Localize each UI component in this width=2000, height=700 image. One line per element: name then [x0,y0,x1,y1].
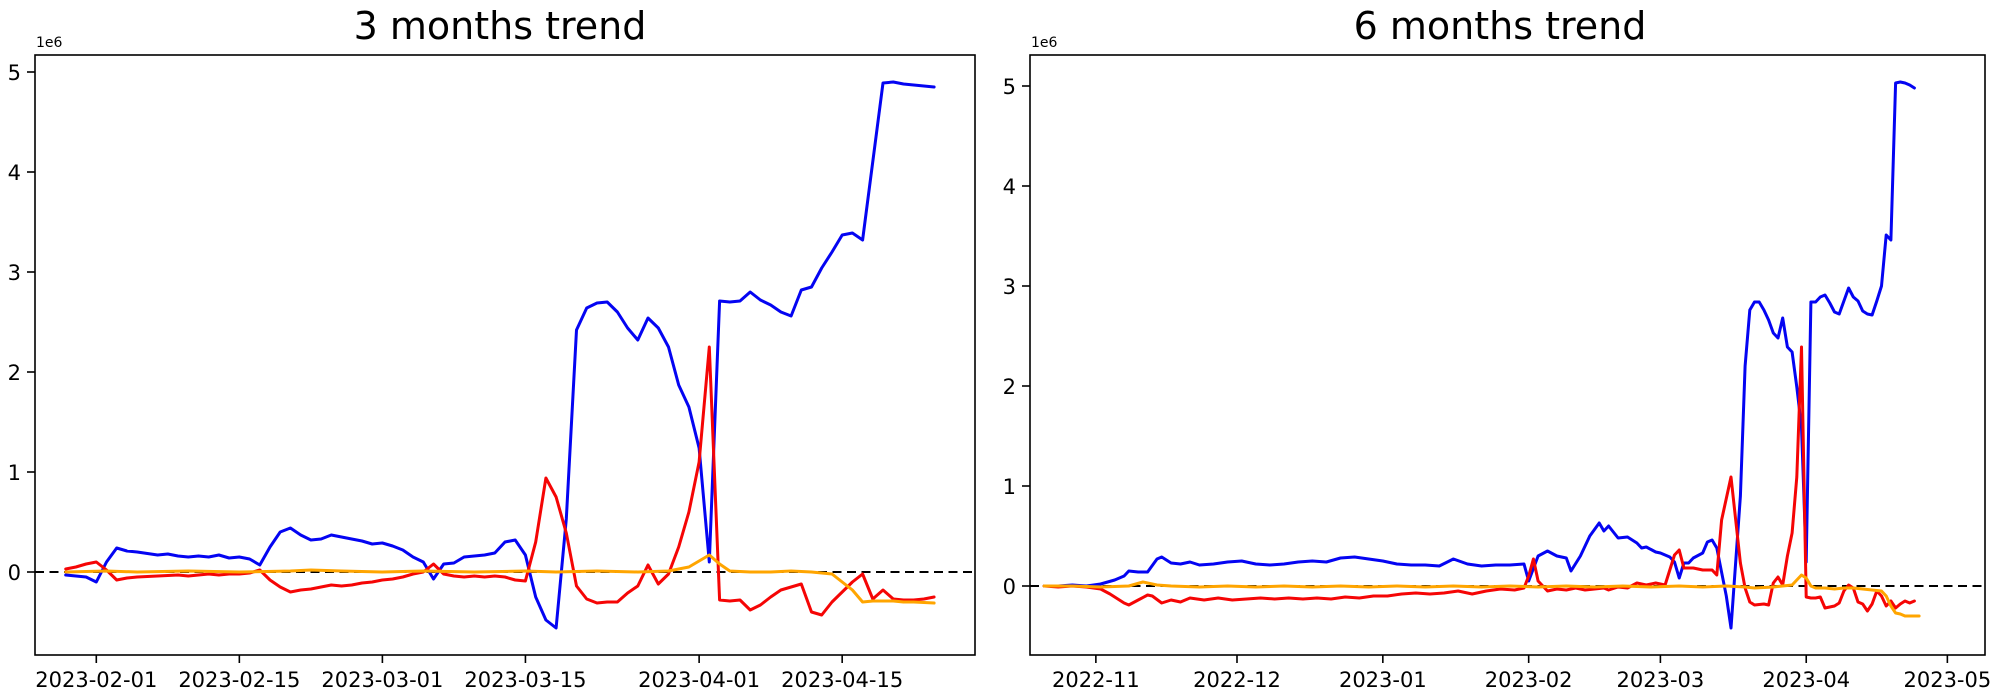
y-tick-label: 1 [8,461,21,485]
y-tick-label: 4 [1003,175,1016,199]
x-axis: 2022-11 2022-12 2023-01 2023-02 2023-03 2023-… [1052,655,1991,692]
series-blue-line [1042,80,1916,630]
series-blue-line [64,80,936,630]
x-tick-label: 2023-02-15 [178,668,300,692]
y-tick-label: 0 [1003,575,1016,599]
chart-3-months-trend: 3 months trend 2023-02-01 2023-02-15 2023-… [8,4,976,692]
x-tick-label: 2023-03-15 [464,668,586,692]
axes-box [1029,54,1986,656]
y-tick-label: 5 [8,61,21,85]
y-axis-offset-label: 1e6 [36,35,63,51]
axes-box [34,54,976,656]
series-red-line [64,345,936,617]
x-tick-label: 2023-02-01 [35,668,157,692]
right-chart-canvas: 2022-11 2022-12 2023-01 2023-02 2023-03 2023-… [1003,35,1992,692]
y-tick-label: 3 [8,261,21,285]
y-tick-label: 4 [8,161,21,185]
y-tick-label: 2 [8,361,21,385]
x-tick-label: 2022-11 [1052,668,1140,692]
x-axis: 2023-02-01 2023-02-15 2023-03-01 2023-03-15… [35,655,903,692]
y-axis-offset-label: 1e6 [1031,35,1058,51]
y-axis: 0 1 2 3 4 5 [8,61,35,585]
x-tick-label: 2023-05 [1903,668,1991,692]
x-tick-label: 2023-04-15 [781,668,903,692]
x-tick-label: 2023-02 [1485,668,1573,692]
left-chart-title: 3 months trend [353,4,647,48]
x-tick-label: 2023-03 [1617,668,1705,692]
right-chart-title: 6 months trend [1353,4,1647,48]
left-chart-canvas: 2023-02-01 2023-02-15 2023-03-01 2023-03-15… [8,35,976,692]
chart-6-months-trend: 6 months trend 2022-11 2022-12 2023-01 2023… [1000,0,2000,700]
y-tick-label: 0 [8,561,21,585]
series-orange-line [64,553,936,605]
series-red-line [1042,345,1916,613]
y-tick-label: 1 [1003,475,1016,499]
y-tick-label: 2 [1003,375,1016,399]
x-tick-label: 2022-12 [1193,668,1281,692]
x-tick-label: 2023-01 [1339,668,1427,692]
series-orange-line [1042,573,1921,618]
y-tick-label: 5 [1003,75,1016,99]
x-tick-label: 2023-04-01 [638,668,760,692]
x-tick-label: 2023-04 [1762,668,1850,692]
y-axis: 0 1 2 3 4 5 [1003,75,1030,599]
x-tick-label: 2023-03-01 [321,668,443,692]
y-tick-label: 3 [1003,275,1016,299]
